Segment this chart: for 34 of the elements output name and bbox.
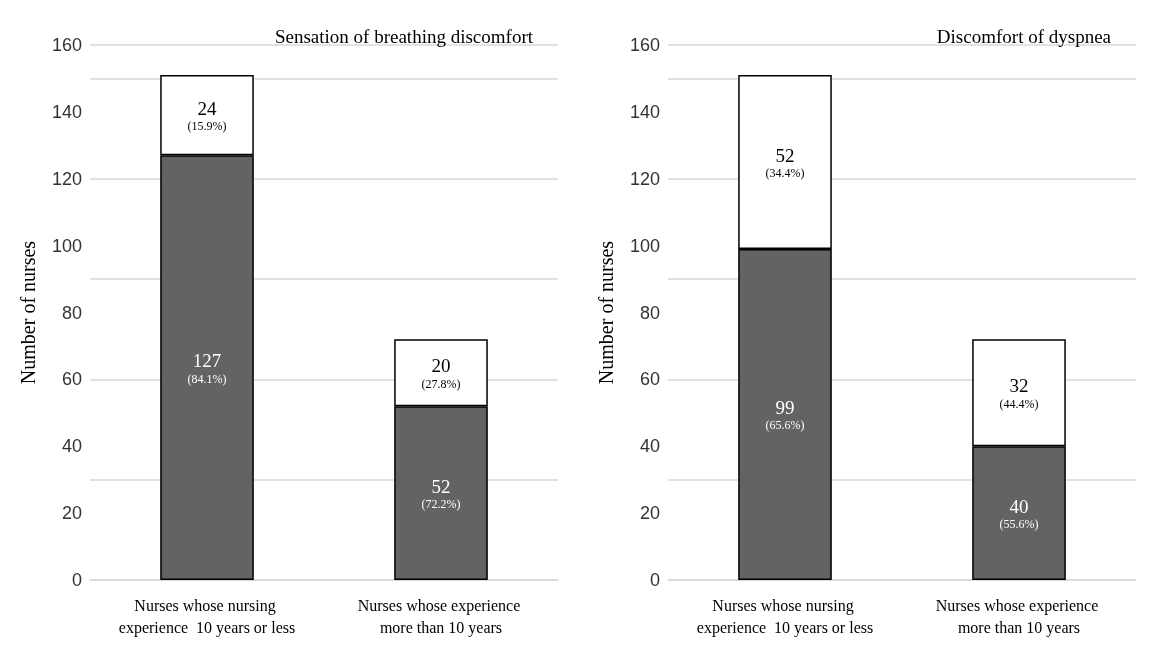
y-tick-label: 80	[61, 302, 82, 323]
chart-title: Discomfort of dyspnea	[936, 26, 1112, 47]
y-tick-label: 40	[639, 436, 660, 457]
data-label: 52 (34.4%)	[765, 144, 805, 181]
x-tick-label: Nurses whose nursing experience 10 years or less	[696, 596, 874, 637]
x-tick-label: Nurses whose experience more than 10 years	[357, 596, 525, 637]
data-label: 20 (27.8%)	[421, 355, 461, 391]
x-tick-label: Nurses whose nursing experience 10 years or less	[118, 596, 296, 637]
data-label: 52 (72.2%)	[421, 475, 461, 512]
data-label: 127 (84.1%)	[187, 350, 227, 386]
y-axis-title: Number of nurses	[17, 240, 39, 385]
y-tick-label: 20	[61, 503, 82, 524]
y-tick-label: 120	[629, 168, 660, 189]
y-tick-label: 20	[639, 503, 660, 524]
y-tick-label: 60	[639, 369, 660, 390]
y-tick-label: 100	[51, 235, 82, 256]
y-axis-title: Number of nurses	[595, 240, 617, 385]
chart-title: Sensation of breathing discomfort	[274, 26, 534, 47]
y-tick-label: 120	[51, 168, 82, 189]
data-label: 40 (55.6%)	[999, 495, 1039, 532]
y-tick-label: 160	[629, 35, 660, 55]
y-tick-label: 0	[649, 570, 660, 590]
y-tick-label: 160	[51, 35, 82, 55]
y-tick-label: 100	[629, 235, 660, 256]
data-label: 99 (65.6%)	[765, 396, 805, 433]
y-tick-label: 140	[629, 101, 660, 122]
data-label: 32 (44.4%)	[999, 375, 1039, 411]
y-tick-label: 80	[639, 302, 660, 323]
y-tick-label: 0	[71, 570, 82, 590]
y-tick-label: 40	[61, 436, 82, 457]
y-tick-label: 140	[51, 101, 82, 122]
data-label: 24 (15.9%)	[187, 97, 227, 134]
x-tick-label: Nurses whose experience more than 10 years	[935, 596, 1103, 637]
y-tick-label: 60	[61, 369, 82, 390]
